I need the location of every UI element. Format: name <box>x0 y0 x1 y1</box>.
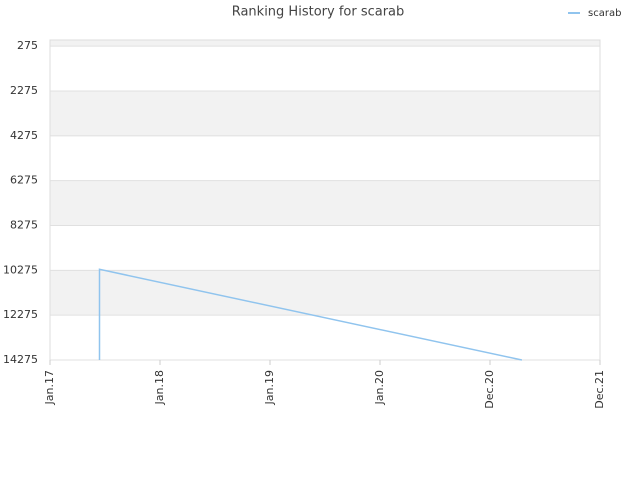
band <box>50 40 600 47</box>
x-tick-label: Jan.19 <box>263 370 276 405</box>
legend-label: scarab <box>588 8 621 19</box>
y-tick-label: 2275 <box>10 84 38 97</box>
y-tick-label: 12275 <box>3 308 38 321</box>
y-tick-label: 10275 <box>3 263 38 276</box>
x-tick-label: Dec.20 <box>483 370 496 409</box>
band <box>50 90 600 136</box>
y-tick-label: 6275 <box>10 174 38 187</box>
x-tick-label: Dec.21 <box>593 370 606 409</box>
x-tick-label: Jan.20 <box>373 370 386 405</box>
y-tick-label: 275 <box>17 39 38 52</box>
y-tick-label: 4275 <box>10 129 38 142</box>
y-tick-label: 8275 <box>10 218 38 231</box>
x-tick-label: Jan.17 <box>43 370 56 405</box>
band <box>50 180 600 226</box>
y-tick-label: 14275 <box>3 353 38 366</box>
chart-title: Ranking History for scarab <box>232 5 405 20</box>
data-line <box>98 268 523 361</box>
x-tick-label: Jan.18 <box>153 370 166 405</box>
